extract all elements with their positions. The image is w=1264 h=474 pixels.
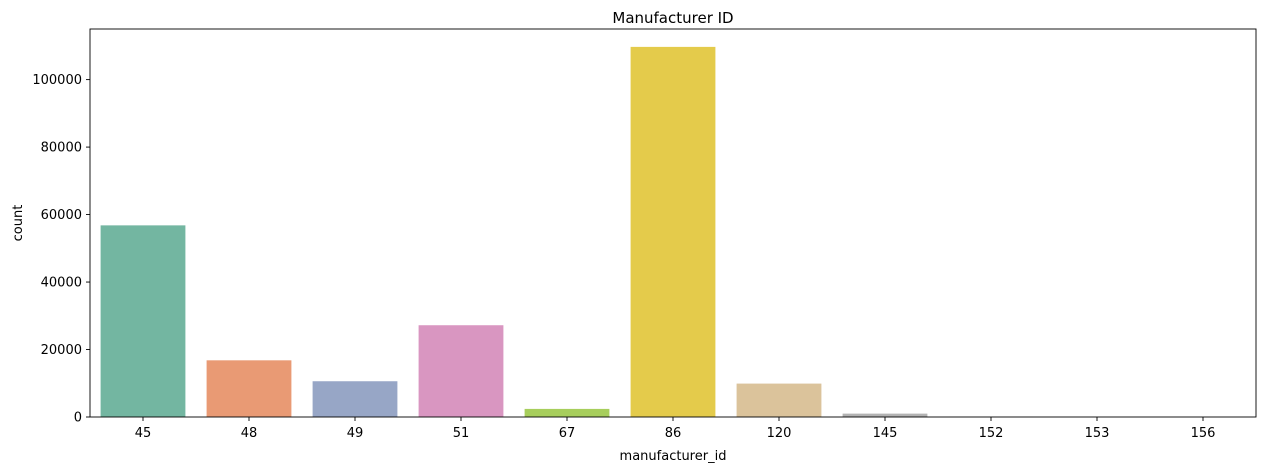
bar-86 xyxy=(631,47,716,417)
bar-51 xyxy=(419,325,504,417)
bar-49 xyxy=(313,381,398,417)
x-tick-label-152: 152 xyxy=(979,426,1004,441)
x-tick-label-45: 45 xyxy=(135,426,152,441)
y-axis-label: count xyxy=(11,205,26,242)
x-tick-label-145: 145 xyxy=(873,426,898,441)
bar-48 xyxy=(207,360,292,417)
x-axis-label: manufacturer_id xyxy=(620,449,727,464)
y-tick-label-80000: 80000 xyxy=(41,141,82,156)
y-tick-label-0: 0 xyxy=(74,411,82,426)
x-tick-label-153: 153 xyxy=(1085,426,1110,441)
x-tick-label-67: 67 xyxy=(559,426,576,441)
y-tick-label-40000: 40000 xyxy=(41,276,82,291)
y-axis-ticks: 0 20000 40000 60000 80000 100000 xyxy=(32,73,90,425)
x-tick-label-49: 49 xyxy=(347,426,364,441)
y-tick-label-100000: 100000 xyxy=(32,73,82,88)
x-axis-ticks: 45 48 49 51 67 86 120 145 152 153 156 xyxy=(135,417,1216,441)
bar-145 xyxy=(843,414,928,417)
bar-120 xyxy=(737,384,822,417)
x-tick-label-120: 120 xyxy=(767,426,792,441)
y-tick-label-20000: 20000 xyxy=(41,343,82,358)
y-tick-label-60000: 60000 xyxy=(41,208,82,223)
bar-45 xyxy=(101,225,186,417)
x-tick-label-48: 48 xyxy=(241,426,258,441)
bar-67 xyxy=(525,409,610,417)
x-tick-label-51: 51 xyxy=(453,426,470,441)
x-tick-label-156: 156 xyxy=(1191,426,1216,441)
x-tick-label-86: 86 xyxy=(665,426,682,441)
chart-title: Manufacturer ID xyxy=(612,9,733,27)
